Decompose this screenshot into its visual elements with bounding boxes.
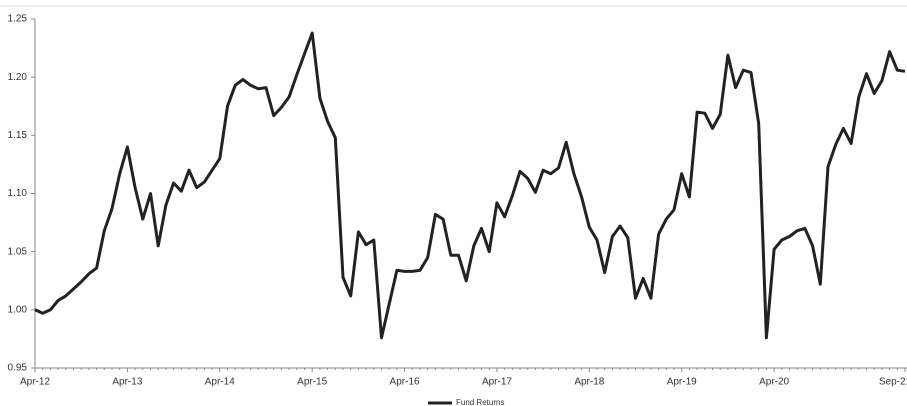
x-tick-label: Apr-14 bbox=[205, 377, 235, 388]
y-tick-label: 1.25 bbox=[8, 14, 28, 25]
x-tick-label: Apr-19 bbox=[667, 377, 697, 388]
x-tick-label: Apr-15 bbox=[297, 377, 327, 388]
legend-label: Fund Returns bbox=[456, 398, 504, 406]
x-tick-label: Sep-21 bbox=[879, 377, 907, 388]
x-tick-label: Apr-12 bbox=[20, 377, 50, 388]
y-tick-label: 1.15 bbox=[8, 130, 28, 141]
y-tick-label: 1.10 bbox=[8, 188, 28, 199]
x-tick-label: Apr-13 bbox=[112, 377, 142, 388]
x-tick-label: Apr-16 bbox=[390, 377, 420, 388]
y-tick-label: 1.05 bbox=[8, 246, 28, 257]
x-tick-label: Apr-20 bbox=[759, 377, 789, 388]
y-tick-label: 1.00 bbox=[8, 304, 28, 315]
data-line bbox=[34, 31, 906, 340]
y-tick-label: 0.95 bbox=[8, 363, 28, 374]
x-tick-label: Apr-17 bbox=[482, 377, 512, 388]
x-tick-label: Apr-18 bbox=[574, 377, 604, 388]
y-tick-label: 1.20 bbox=[8, 72, 28, 83]
